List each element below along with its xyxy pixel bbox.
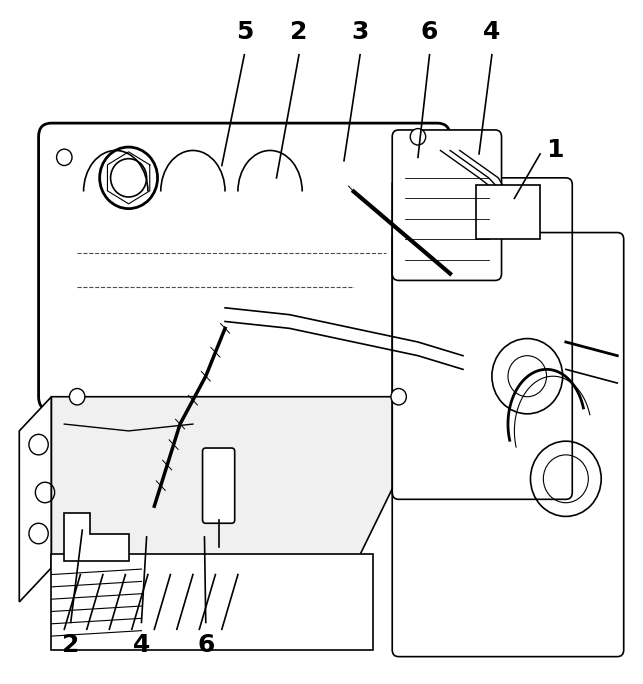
Polygon shape <box>64 513 129 561</box>
Circle shape <box>391 389 406 405</box>
FancyBboxPatch shape <box>203 448 235 523</box>
Polygon shape <box>51 397 437 568</box>
Circle shape <box>57 149 72 166</box>
Text: 2: 2 <box>62 633 80 657</box>
Text: 4: 4 <box>483 21 501 44</box>
Circle shape <box>69 389 85 405</box>
Circle shape <box>410 129 426 145</box>
Polygon shape <box>19 397 51 602</box>
Text: 5: 5 <box>235 21 253 44</box>
FancyBboxPatch shape <box>392 178 572 499</box>
Text: 4: 4 <box>132 633 150 657</box>
FancyBboxPatch shape <box>39 123 450 410</box>
Text: 3: 3 <box>351 21 369 44</box>
Text: 2: 2 <box>290 21 308 44</box>
Text: 6: 6 <box>197 633 215 657</box>
FancyBboxPatch shape <box>392 130 502 280</box>
Bar <box>51 554 373 650</box>
Text: 6: 6 <box>421 21 439 44</box>
Text: 1: 1 <box>547 138 564 163</box>
Bar <box>476 185 540 239</box>
